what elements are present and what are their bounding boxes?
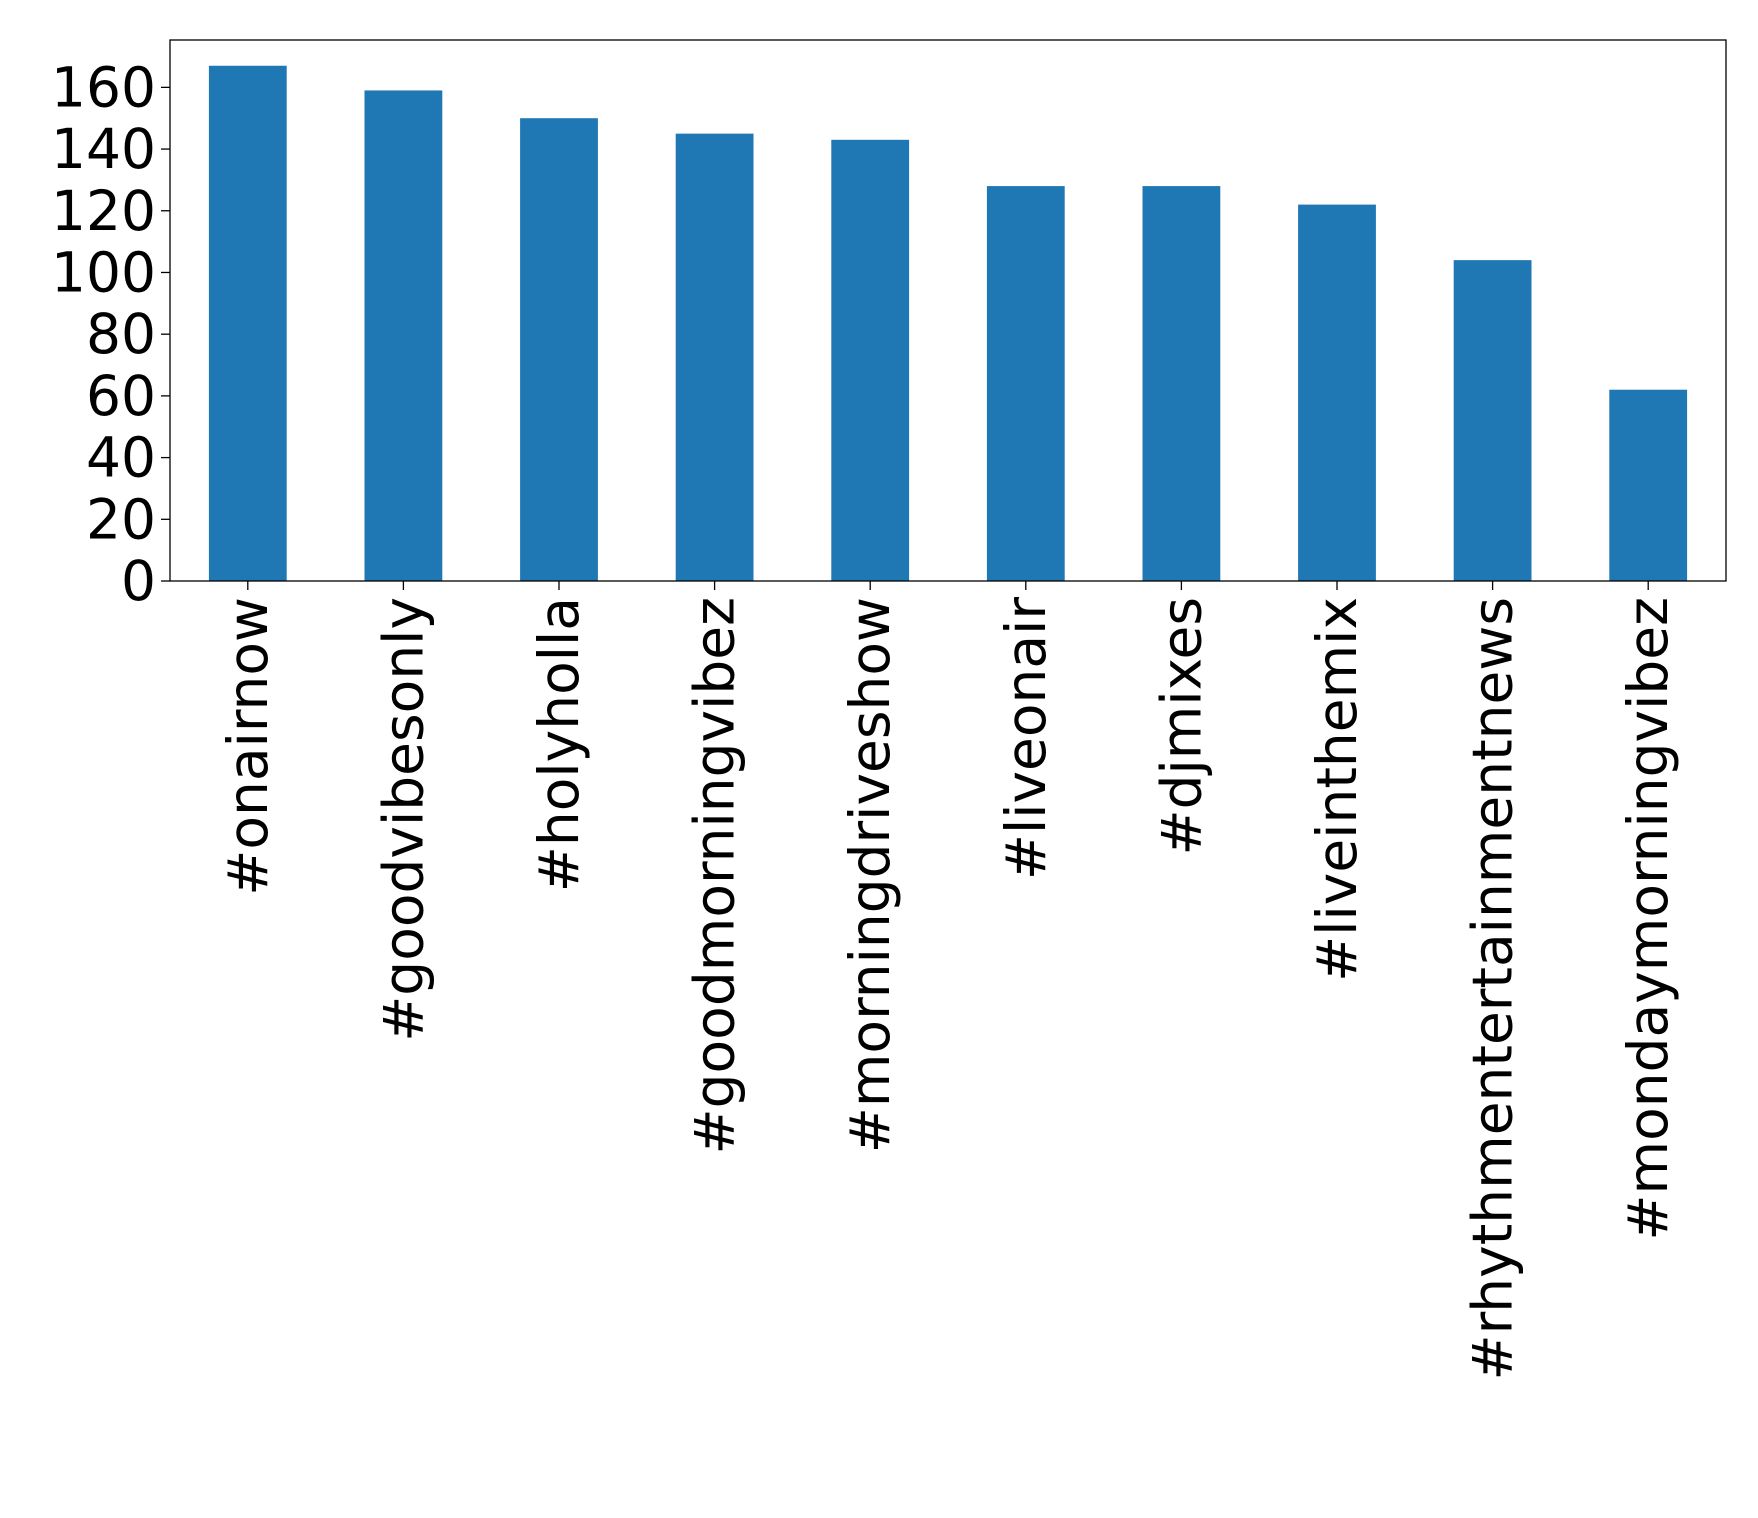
bars-group: [208, 65, 1688, 582]
y-tick-label: 40: [86, 426, 156, 490]
x-tick-label: #holyholla: [527, 597, 591, 892]
y-tick-label: 20: [86, 487, 156, 551]
bar-liveinthemix: [1298, 204, 1376, 581]
y-tick-label: 100: [51, 240, 156, 304]
bar-rhythmentertainmentnews: [1453, 260, 1532, 581]
bar-goodvibesonly: [364, 90, 443, 581]
x-tick-label: #djmixes: [1149, 597, 1213, 855]
y-tick-label: 120: [51, 179, 156, 243]
x-tick-label: #goodvibesonly: [371, 597, 435, 1042]
x-tick-label: #liveinthemix: [1305, 597, 1369, 982]
bar-holyholla: [520, 118, 598, 582]
plot-frame: [169, 39, 1727, 582]
bar-liveonair: [986, 186, 1065, 581]
x-axis: #onairnow #goodvibesonly #holyholla #goodmo…: [216, 581, 1680, 1380]
bar-morningdriveshow: [831, 139, 910, 581]
bar-mondaymorningvibez: [1609, 389, 1688, 581]
y-tick-label: 0: [121, 549, 156, 613]
bar-goodmorningvibez: [675, 133, 754, 581]
x-tick-label: #mondaymorningvibez: [1616, 597, 1680, 1241]
x-tick-label: #goodmorningvibez: [683, 597, 747, 1154]
x-tick-label: #onairnow: [216, 597, 280, 896]
y-tick-label: 60: [86, 364, 156, 428]
x-tick-label: #liveonair: [994, 597, 1058, 881]
y-tick-label: 80: [86, 302, 156, 366]
y-tick-label: 140: [51, 117, 156, 181]
x-tick-label: #rhythmentertainmentnews: [1461, 597, 1525, 1380]
bar-djmixes: [1142, 186, 1221, 581]
x-tick-label: #morningdriveshow: [838, 597, 902, 1153]
bar-onairnow: [208, 65, 287, 581]
y-tick-label: 160: [51, 55, 156, 119]
